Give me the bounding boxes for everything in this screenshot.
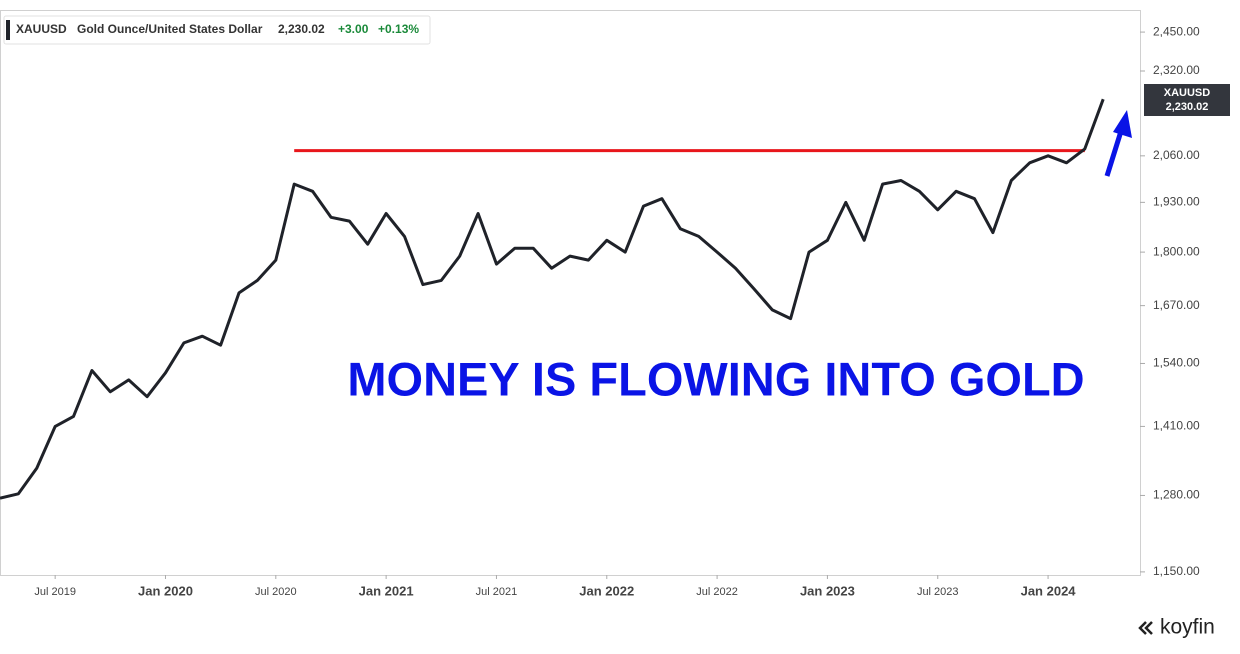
y-tick-label: 2,060.00 bbox=[1153, 148, 1200, 162]
arrow-shaft bbox=[1104, 127, 1125, 177]
y-tick-label: 2,320.00 bbox=[1153, 63, 1200, 77]
instrument-name: Gold Ounce/United States Dollar bbox=[77, 22, 263, 36]
price-line bbox=[0, 98, 1105, 500]
y-tick-label: 2,450.00 bbox=[1153, 24, 1200, 38]
x-tick-label: Jul 2021 bbox=[476, 586, 518, 598]
series-swatch bbox=[6, 20, 10, 40]
brand-logo: koyfin bbox=[1138, 616, 1215, 639]
arrow bbox=[1104, 110, 1132, 177]
y-tick-label: 1,930.00 bbox=[1153, 195, 1200, 209]
y-tick-label: 1,150.00 bbox=[1153, 564, 1200, 578]
x-tick-label: Jan 2024 bbox=[1021, 583, 1077, 598]
x-tick-label: Jan 2021 bbox=[359, 583, 414, 598]
change: +3.00 bbox=[338, 22, 369, 36]
x-tick-label: Jan 2020 bbox=[138, 583, 193, 598]
price-tag-symbol: XAUUSD bbox=[1164, 87, 1211, 99]
plot-frame bbox=[0, 10, 1141, 576]
symbol: XAUUSD bbox=[16, 22, 67, 36]
y-tick-label: 1,540.00 bbox=[1153, 356, 1200, 370]
price-tag-price: 2,230.02 bbox=[1166, 101, 1209, 113]
arrow-head bbox=[1113, 110, 1132, 138]
x-tick-label: Jul 2022 bbox=[696, 586, 738, 598]
y-tick-label: 1,410.00 bbox=[1153, 419, 1200, 433]
x-tick-label: Jul 2019 bbox=[34, 586, 76, 598]
x-tick-label: Jul 2023 bbox=[917, 586, 959, 598]
change-pct: +0.13% bbox=[378, 22, 419, 36]
y-tick-label: 1,800.00 bbox=[1153, 244, 1200, 258]
y-tick-label: 1,670.00 bbox=[1153, 298, 1200, 312]
x-tick-label: Jul 2020 bbox=[255, 586, 297, 598]
brand-mark bbox=[1138, 621, 1153, 635]
price: 2,230.02 bbox=[278, 22, 325, 36]
price-tag-box bbox=[1144, 84, 1230, 116]
y-tick-label: 1,280.00 bbox=[1153, 488, 1200, 502]
annotation: MONEY IS FLOWING INTO GOLD bbox=[347, 352, 1084, 405]
header: XAUUSD Gold Ounce/United States Dollar 2… bbox=[3, 15, 431, 45]
header-box bbox=[3, 15, 431, 45]
x-tick-label: Jan 2022 bbox=[579, 583, 634, 598]
x-tick-label: Jan 2023 bbox=[800, 583, 855, 598]
brand: koyfin bbox=[1160, 616, 1215, 639]
price-tag: XAUUSD 2,230.02 bbox=[1144, 84, 1230, 116]
